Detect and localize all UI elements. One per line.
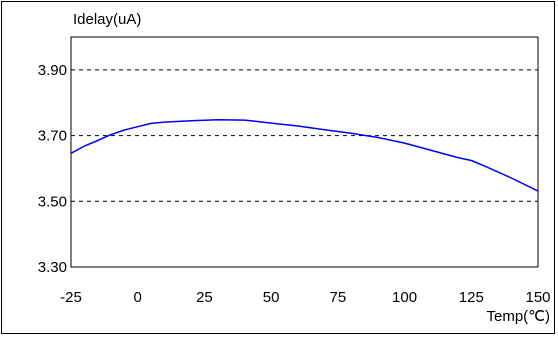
x-tick-label: 50: [263, 289, 280, 306]
y-tick-label: 3.70: [38, 128, 67, 145]
y-tick-label: 3.50: [38, 193, 67, 210]
x-tick-label: 0: [134, 289, 142, 306]
x-axis-title: Temp(℃): [486, 308, 550, 325]
gridlines: [71, 69, 538, 202]
y-tick-label: 3.90: [38, 62, 67, 79]
y-tick-labels: 3.30 3.50 3.70 3.90: [38, 62, 67, 276]
plot-area: [70, 36, 539, 268]
x-tick-label: 125: [459, 289, 484, 306]
y-tick-label: 3.30: [38, 259, 67, 276]
x-tick-label: -25: [60, 289, 82, 306]
x-tick-label: 75: [330, 289, 347, 306]
series-group: [70, 119, 539, 192]
x-tick-label: 150: [525, 289, 550, 306]
x-tick-label: 25: [196, 289, 213, 306]
y-axis-title: Idelay(uA): [73, 11, 141, 28]
x-tick-label: 100: [392, 289, 417, 306]
x-tick-labels: -25 0 25 50 75 100 125 150: [60, 289, 550, 306]
series-line: [70, 119, 539, 192]
